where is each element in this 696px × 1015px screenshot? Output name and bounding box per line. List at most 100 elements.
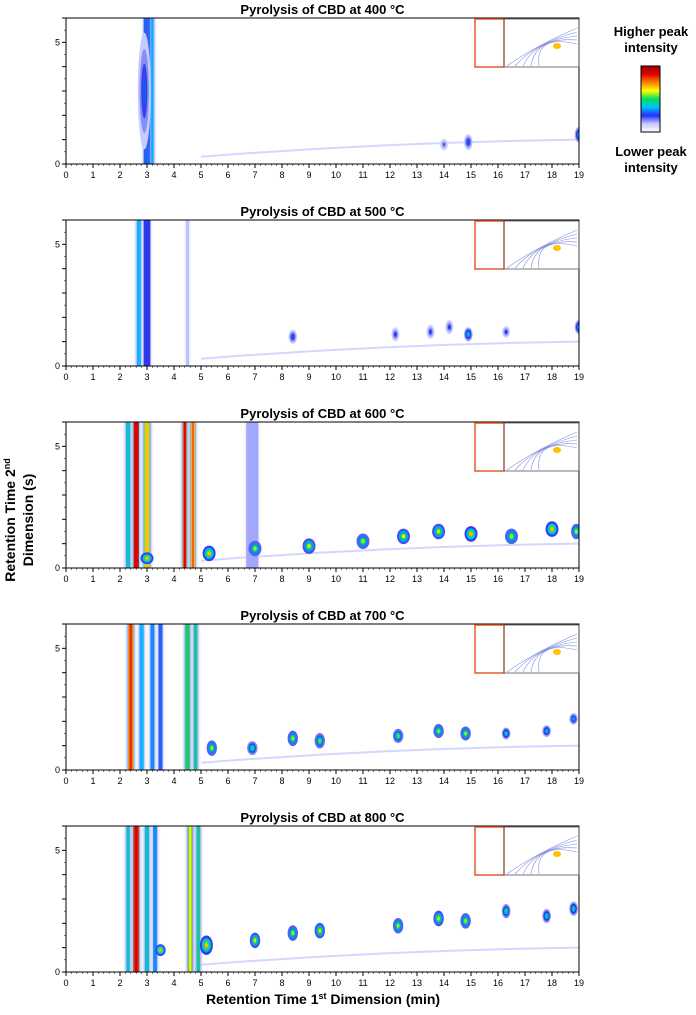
peak — [445, 320, 454, 335]
y-axis-label-line2: Dimension (s) — [20, 474, 36, 567]
x-axis-label: Retention Time 1st Dimension (min) — [206, 991, 440, 1007]
peak-streak — [152, 826, 159, 972]
x-tick-label: 16 — [493, 978, 503, 988]
x-tick-label: 12 — [385, 574, 395, 584]
peak — [463, 134, 473, 150]
x-tick-label: 1 — [90, 978, 95, 988]
x-tick-label: 18 — [547, 170, 557, 180]
peak — [247, 741, 258, 756]
x-tick-label: 11 — [358, 372, 367, 382]
inset-zoom — [474, 220, 580, 270]
peak-streak — [135, 220, 142, 366]
x-tick-label: 9 — [306, 170, 311, 180]
peak — [460, 913, 471, 929]
x-tick-label: 6 — [225, 170, 230, 180]
panel-title: Pyrolysis of CBD at 500 °C — [240, 204, 405, 219]
x-tick-label: 14 — [439, 776, 449, 786]
x-tick-label: 11 — [358, 776, 367, 786]
peak — [392, 917, 404, 934]
peak-streak — [149, 624, 156, 770]
peak-streak — [189, 422, 196, 568]
y-tick-label: 5 — [55, 643, 60, 653]
x-tick-label: 6 — [225, 776, 230, 786]
peak — [140, 552, 154, 565]
peak-streak — [125, 422, 132, 568]
x-tick-label: 7 — [252, 574, 257, 584]
x-tick-label: 16 — [493, 170, 503, 180]
plot-content — [125, 422, 579, 568]
x-tick-label: 13 — [412, 776, 422, 786]
x-tick-label: 7 — [252, 372, 257, 382]
peak — [569, 713, 578, 725]
y-tick-label: 0 — [55, 563, 60, 573]
x-tick-label: 13 — [412, 978, 422, 988]
x-axis-label-main: Retention Time 1 — [206, 991, 319, 1007]
x-tick-label: 8 — [279, 978, 284, 988]
x-tick-label: 17 — [520, 372, 530, 382]
plot-content — [135, 220, 579, 366]
y-axis-label-sup: nd — [2, 458, 12, 469]
peak-streak — [125, 826, 131, 972]
chromatogram-panel: Pyrolysis of CBD at 500 °C0 1 2 3 4 5 6 7 8 9 10 11… — [55, 204, 584, 382]
peak-streak — [181, 422, 188, 568]
background-band — [200, 138, 579, 158]
x-tick-label: 16 — [493, 574, 503, 584]
plot-content — [125, 826, 579, 972]
peak — [571, 523, 579, 540]
x-tick-label: 17 — [520, 170, 530, 180]
x-tick-label: 18 — [547, 372, 557, 382]
peak — [545, 521, 559, 537]
x-tick-label: 11 — [358, 574, 367, 584]
x-tick-label: 8 — [279, 776, 284, 786]
peak-streak — [150, 18, 155, 164]
y-axis-label-group: Retention Time 2nd Dimension (s) — [2, 458, 36, 582]
plot-area — [66, 220, 579, 366]
panel-title: Pyrolysis of CBD at 600 °C — [240, 406, 405, 421]
peak-streak — [192, 624, 199, 770]
x-tick-label: 2 — [117, 574, 122, 584]
peak-streak — [132, 422, 140, 568]
x-tick-label: 10 — [331, 978, 341, 988]
x-tick-label: 3 — [144, 978, 149, 988]
peak — [574, 127, 579, 143]
peak-streak — [142, 220, 152, 366]
x-tick-label: 10 — [331, 574, 341, 584]
x-tick-label: 16 — [493, 372, 503, 382]
x-tick-label: 3 — [144, 574, 149, 584]
x-tick-label: 0 — [63, 372, 68, 382]
background-band — [200, 946, 579, 966]
peak — [302, 538, 316, 554]
x-tick-label: 8 — [279, 372, 284, 382]
chromatogram-panel: Pyrolysis of CBD at 800 °C0 1 2 3 4 5 6 7 8 9 10 11… — [55, 810, 584, 988]
x-tick-label: 9 — [306, 776, 311, 786]
panel-title: Pyrolysis of CBD at 700 °C — [240, 608, 405, 623]
x-tick-label: 5 — [198, 574, 203, 584]
x-tick-label: 18 — [547, 978, 557, 988]
y-tick-label: 5 — [55, 37, 60, 47]
x-tick-label: 0 — [63, 574, 68, 584]
x-tick-label: 13 — [412, 372, 422, 382]
peak-streak — [132, 826, 141, 972]
x-tick-label: 14 — [439, 170, 449, 180]
chromatogram-panel: Pyrolysis of CBD at 700 °C0 1 2 3 4 5 6 7 8 9 10 11… — [55, 608, 584, 786]
peak-streak — [245, 422, 260, 568]
inset-zoom — [474, 422, 580, 472]
x-tick-label: 5 — [198, 776, 203, 786]
x-tick-label: 17 — [520, 574, 530, 584]
x-tick-label: 3 — [144, 170, 149, 180]
x-tick-label: 2 — [117, 776, 122, 786]
peak-streak — [195, 826, 201, 972]
x-tick-label: 4 — [171, 978, 176, 988]
peak — [202, 545, 216, 562]
peak — [433, 724, 444, 739]
x-tick-label: 15 — [466, 372, 476, 382]
y-axis: 05 — [55, 421, 66, 573]
x-axis: 0 1 2 3 4 5 6 7 8 9 10 11 12 13 14 15 16 17 18 19 — [63, 770, 584, 786]
peak — [314, 922, 325, 939]
x-axis: 0 1 2 3 4 5 6 7 8 9 10 11 12 13 14 15 16 17 18 19 — [63, 366, 584, 382]
y-axis-label-main: Retention Time 2 — [2, 469, 18, 582]
peak — [199, 935, 213, 955]
x-tick-label: 15 — [466, 978, 476, 988]
x-tick-label: 13 — [412, 574, 422, 584]
